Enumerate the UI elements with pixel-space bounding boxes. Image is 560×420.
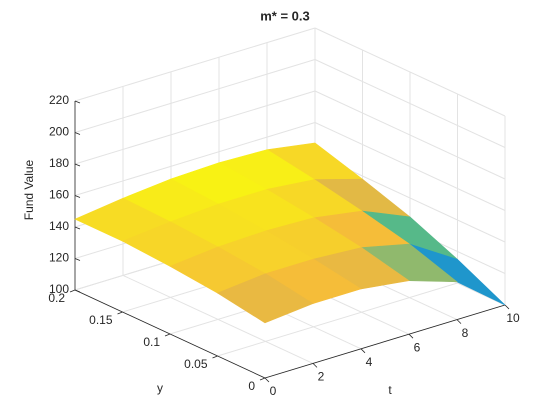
x-tick-label: 4 xyxy=(366,355,373,369)
tick-mark xyxy=(312,363,318,368)
tick-mark xyxy=(456,319,462,324)
tick-mark xyxy=(504,304,510,310)
x-tick-label: 10 xyxy=(506,311,520,325)
z-tick-label: 100 xyxy=(49,282,69,296)
y-tick-label: 0.1 xyxy=(143,335,160,349)
tick-mark xyxy=(74,289,81,293)
axis-line xyxy=(264,304,506,379)
tick-mark xyxy=(69,289,76,293)
z-tick-label: 220 xyxy=(49,93,69,107)
surface-patch xyxy=(216,273,314,324)
grid-line xyxy=(314,27,506,117)
x-axis-label: t xyxy=(388,383,392,397)
y-tick-label: 0.05 xyxy=(184,357,208,371)
tick-mark xyxy=(74,258,81,261)
y-tick-label: 0.2 xyxy=(48,291,65,305)
tick-mark xyxy=(74,226,81,230)
tick-mark xyxy=(74,163,81,167)
tick-mark xyxy=(74,195,81,198)
z-axis-label: Fund Value xyxy=(22,159,36,220)
grid-line xyxy=(74,122,316,196)
grid-line xyxy=(74,90,316,165)
z-tick-label: 120 xyxy=(49,251,69,265)
z-tick-label: 160 xyxy=(49,188,69,202)
tick-mark xyxy=(360,348,366,354)
tick-mark xyxy=(74,100,81,104)
chart-title: m* = 0.3 xyxy=(260,8,310,23)
tick-mark xyxy=(74,132,81,135)
grid-line xyxy=(217,282,458,357)
tick-mark xyxy=(264,377,270,383)
grid-line xyxy=(314,122,506,211)
grid-line xyxy=(74,27,316,102)
y-tick-label: 0 xyxy=(248,379,255,393)
grid-line xyxy=(314,59,506,148)
z-tick-label: 200 xyxy=(49,125,69,139)
x-tick-label: 0 xyxy=(270,384,277,398)
tick-mark xyxy=(164,333,171,337)
tick-mark xyxy=(117,311,123,315)
x-tick-label: 8 xyxy=(462,326,469,340)
y-axis-label: y xyxy=(157,381,163,395)
grid-line xyxy=(314,90,506,180)
y-tick-label: 0.15 xyxy=(89,313,113,327)
x-tick-label: 2 xyxy=(318,370,325,384)
tick-mark xyxy=(408,333,414,339)
z-tick-label: 180 xyxy=(49,156,69,170)
z-tick-label: 140 xyxy=(49,219,69,233)
grid-line xyxy=(74,59,316,133)
tick-mark xyxy=(259,377,266,381)
x-tick-label: 6 xyxy=(414,340,421,354)
tick-mark xyxy=(212,355,218,359)
